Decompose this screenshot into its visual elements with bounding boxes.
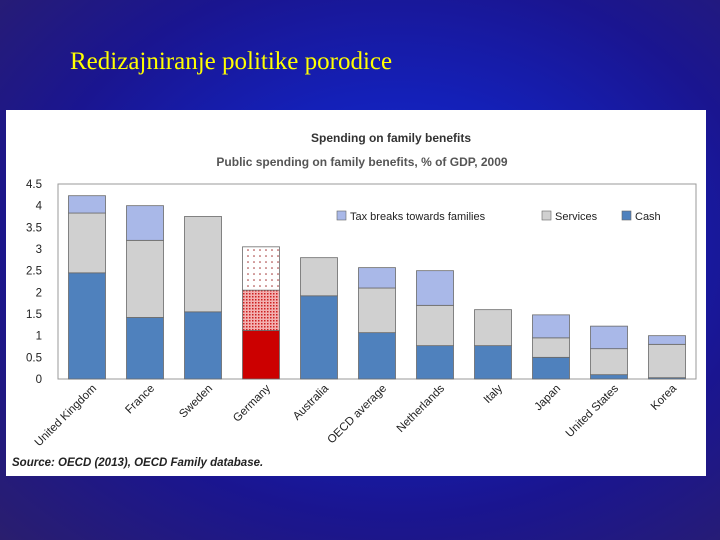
y-tick-label: 1.5 [26,309,42,321]
y-tick-label: 2.5 [26,266,42,278]
bar-cash [126,317,164,380]
legend-swatch [541,210,552,221]
x-tick-label: Korea [649,382,680,413]
bar-cash [358,332,396,380]
bar-tax-breaks [648,335,686,345]
bar-cash [532,356,570,380]
bar-tax-breaks [242,246,280,291]
bar-services [358,287,396,334]
x-tick-label: Japan [532,383,563,414]
bar-services [300,257,338,297]
chart-panel: Spending on family benefits Public spend… [6,110,706,476]
x-tick-label: United Kingdom [33,383,99,449]
bar-cash [474,345,512,380]
bar-tax-breaks [126,205,164,241]
bar-services [184,216,222,313]
y-tick-label: 3.5 [26,222,42,234]
source-text: OECD (2013), OECD Family database. [58,457,264,469]
x-tick-label: OECD average [325,383,389,447]
bar-cash [300,295,338,380]
y-tick-label: 4.5 [26,179,42,191]
bar-services [474,309,512,347]
source-label: Source: [12,457,55,469]
x-tick-label: Sweden [177,383,215,421]
bar-cash [68,272,106,380]
source-note: Source: OECD (2013), OECD Family databas… [12,457,263,469]
y-tick-label: 1 [36,331,42,343]
bar-cash [242,330,280,380]
x-tick-label: United States [564,382,621,439]
bars-group [68,195,686,380]
bar-cash [590,374,628,380]
legend-label: Cash [635,211,661,223]
x-tick-label: Netherlands [395,382,448,435]
y-tick-label: 2 [36,287,42,299]
bar-cash [184,311,222,380]
bar-services [68,212,106,274]
bar-services [590,348,628,376]
y-tick-label: 0 [36,374,42,386]
bar-services [126,239,164,318]
bar-services [648,343,686,379]
legend-swatch [336,210,347,221]
bar-tax-breaks [532,314,570,339]
x-tick-label: Australia [291,382,332,423]
x-tick-label: Germany [231,382,273,424]
bar-services [242,289,280,331]
y-tick-label: 0.5 [26,352,42,364]
stacked-bar-chart: Spending on family benefits Public spend… [26,131,697,449]
legend-swatch [621,210,632,221]
legend-label: Tax breaks towards families [350,211,486,223]
legend-label: Services [555,211,598,223]
bar-cash [416,345,454,380]
bar-tax-breaks [358,267,396,289]
bar-tax-breaks [416,270,454,306]
y-axis-labels: 0 0.5 1 1.5 2 2.5 3 3.5 4 4.5 [26,179,43,386]
bar-tax-breaks [590,325,628,350]
x-tick-label: France [123,383,157,417]
chart-title: Spending on family benefits [311,131,471,145]
y-tick-label: 3 [36,244,42,256]
bar-services [532,337,570,358]
bar-tax-breaks [68,195,106,214]
slide-title: Redizajniranje politike porodice [70,48,393,75]
x-axis-labels: United Kingdom France Sweden Germany Austral… [33,382,680,449]
legend: Tax breaks towards families Services Cash [336,210,661,223]
y-tick-label: 4 [36,201,43,213]
chart-subtitle: Public spending on family benefits, % of… [216,155,508,169]
x-tick-label: Italy [482,382,506,406]
bar-services [416,304,454,347]
